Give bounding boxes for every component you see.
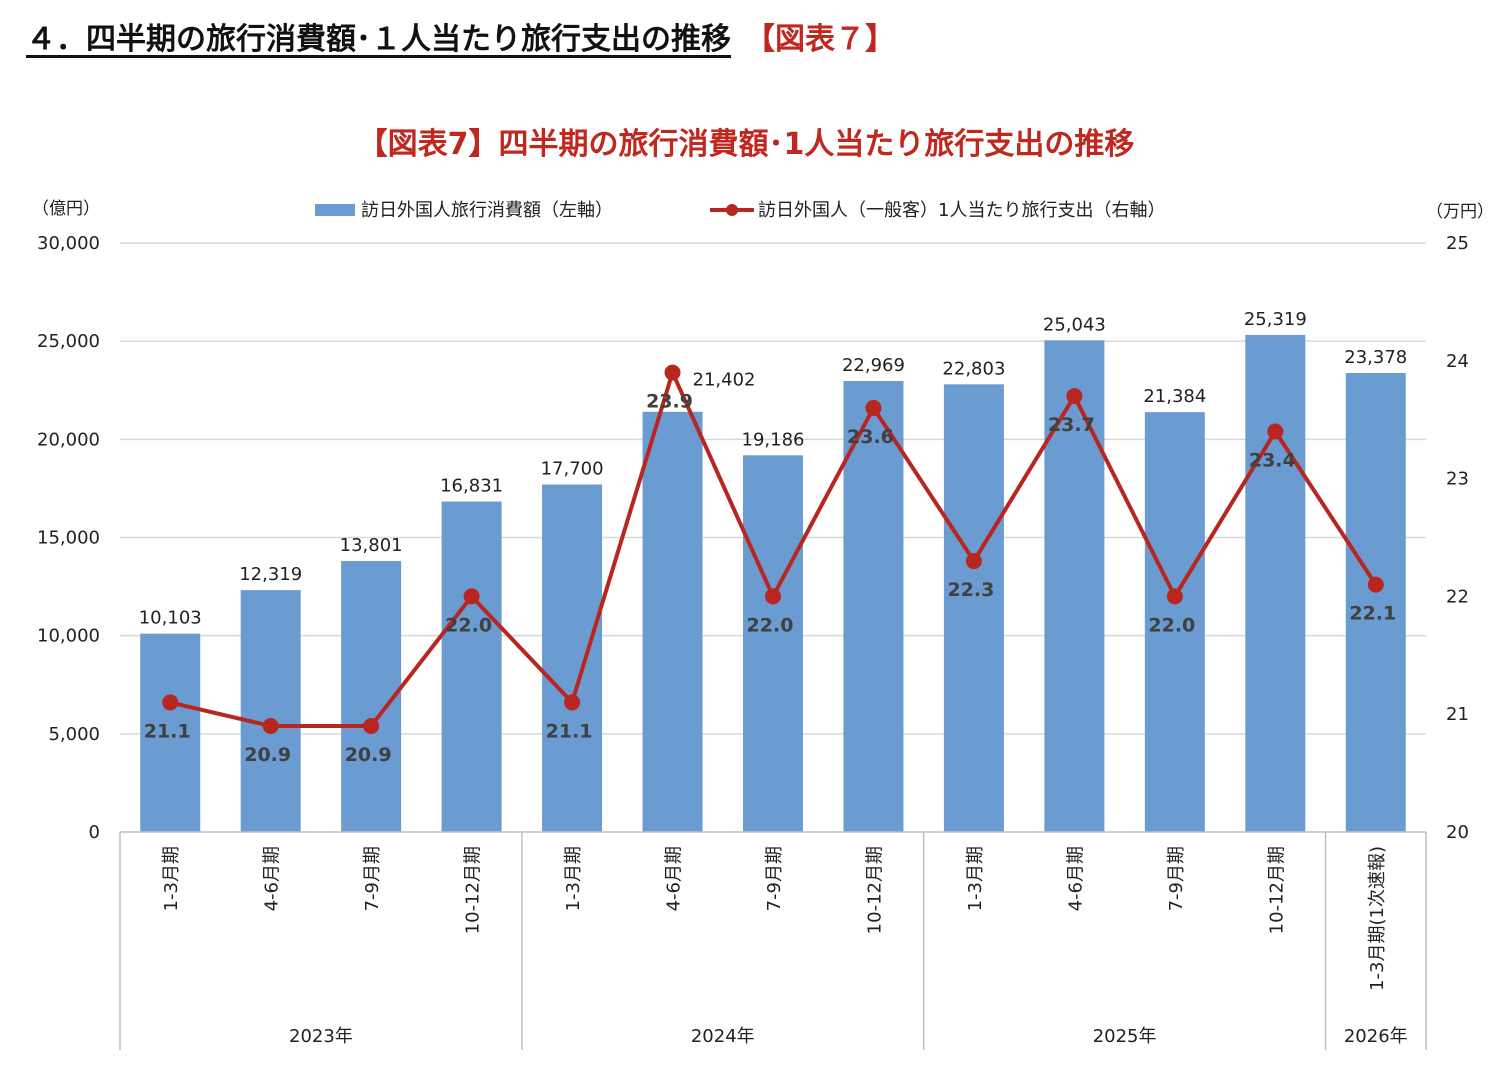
line-marker <box>765 588 781 605</box>
line-marker <box>1166 588 1183 605</box>
category-label: 10-12月期 <box>864 846 885 934</box>
category-label: 1-3月期 <box>563 846 584 911</box>
bar-value-label: 17,700 <box>541 458 604 479</box>
bar <box>542 484 603 832</box>
left-tick-label: 30,000 <box>37 233 100 254</box>
line-marker <box>463 588 480 605</box>
line-value-label: 22.3 <box>947 579 994 601</box>
legend-line-label: 訪日外国人（一般客）1人当たり旅行支出（右軸） <box>758 200 1165 221</box>
right-tick-label: 22 <box>1446 586 1469 607</box>
page-heading: ４．四半期の旅行消費額･１人当たり旅行支出の推移 【図表７】 <box>26 14 895 58</box>
category-label: 1-3月期 <box>161 846 182 911</box>
line-value-label: 23.7 <box>1048 414 1095 436</box>
right-axis-unit: （万円） <box>1426 202 1494 222</box>
bar-value-label: 22,969 <box>842 355 905 376</box>
line-value-label: 21.1 <box>144 720 191 742</box>
legend: 訪日外国人旅行消費額（左軸） 訪日外国人（一般客）1人当たり旅行支出（右軸） <box>315 200 1165 221</box>
year-group-label: 2025年 <box>1093 1026 1157 1047</box>
bar-value-label: 23,378 <box>1344 347 1407 368</box>
left-tick-label: 10,000 <box>37 626 100 647</box>
line-value-label: 21.1 <box>546 720 593 742</box>
bar-value-label: 25,043 <box>1043 314 1106 335</box>
bar <box>743 455 803 832</box>
category-label: 10-12月期 <box>1266 846 1287 934</box>
line-marker <box>1066 388 1083 405</box>
bar <box>1245 334 1306 832</box>
year-group-label: 2023年 <box>289 1026 353 1047</box>
bar-value-label: 25,319 <box>1244 309 1307 330</box>
line-marker <box>664 364 681 381</box>
bar <box>1144 412 1205 832</box>
year-group-label: 2024年 <box>691 1026 755 1047</box>
category-label: 4-6月期 <box>664 846 685 911</box>
bar-value-label: 21,384 <box>1143 386 1206 407</box>
legend-line-marker <box>726 204 738 216</box>
bar-value-label: 10,103 <box>139 608 202 629</box>
bar <box>140 633 201 832</box>
line-value-label: 23.9 <box>646 391 693 413</box>
line-value-label: 22.1 <box>1349 603 1396 625</box>
line-value-label: 20.9 <box>345 744 392 766</box>
left-tick-label: 0 <box>89 822 100 843</box>
right-tick-label: 20 <box>1446 822 1469 843</box>
bar-value-label: 13,801 <box>340 535 403 556</box>
category-label: 7-9月期 <box>764 846 785 911</box>
line-value-label: 23.6 <box>847 426 894 448</box>
chart-title: 【図表7】四半期の旅行消費額･1人当たり旅行支出の推移 <box>358 127 1135 162</box>
line-marker <box>162 694 179 711</box>
bar <box>1044 340 1105 832</box>
category-label: 7-9月期 <box>362 846 383 911</box>
bar-value-label: 19,186 <box>742 429 805 450</box>
bar <box>1345 373 1406 832</box>
bar-value-label: 12,319 <box>239 564 302 585</box>
bar-value-label: 21,402 <box>693 370 756 391</box>
legend-bar-label: 訪日外国人旅行消費額（左軸） <box>361 200 613 221</box>
category-label: 1-3月期 <box>965 846 986 911</box>
right-tick-label: 23 <box>1446 469 1469 490</box>
left-tick-label: 20,000 <box>37 429 100 450</box>
right-tick-label: 25 <box>1446 233 1469 254</box>
line-value-label: 22.0 <box>1148 614 1195 636</box>
left-tick-label: 25,000 <box>37 331 100 352</box>
left-axis-unit: （億円） <box>32 199 100 219</box>
line-marker <box>1267 423 1284 440</box>
bar <box>240 590 301 832</box>
line-marker <box>1367 576 1384 593</box>
bar <box>341 561 402 832</box>
left-tick-label: 5,000 <box>48 724 100 745</box>
line-marker <box>564 694 581 711</box>
heading-main: ４．四半期の旅行消費額･１人当たり旅行支出の推移 <box>26 22 731 57</box>
line-marker <box>262 717 279 734</box>
left-tick-label: 15,000 <box>37 528 100 549</box>
category-label: 1-3月期(1次速報) <box>1367 846 1388 991</box>
line-marker <box>363 717 380 734</box>
category-label: 4-6月期 <box>262 846 283 911</box>
line-value-label: 20.9 <box>244 744 291 766</box>
right-tick-label: 21 <box>1446 704 1469 725</box>
year-group-label: 2026年 <box>1344 1026 1408 1047</box>
bar <box>943 384 1004 832</box>
bar <box>843 381 904 832</box>
category-label: 7-9月期 <box>1166 846 1187 911</box>
line-value-label: 23.4 <box>1249 449 1296 471</box>
bar <box>642 411 703 832</box>
bar-value-label: 22,803 <box>942 358 1005 379</box>
bar-value-label: 16,831 <box>440 476 503 497</box>
heading-tag: 【図表７】 <box>745 22 895 57</box>
line-marker <box>865 399 882 416</box>
line-marker <box>965 553 982 570</box>
line-value-label: 22.0 <box>747 614 794 636</box>
right-tick-label: 24 <box>1446 351 1469 372</box>
bar <box>441 501 502 832</box>
category-label: 4-6月期 <box>1065 846 1086 911</box>
category-label: 10-12月期 <box>463 846 484 934</box>
legend-bar-swatch <box>315 204 355 216</box>
line-value-label: 22.0 <box>445 614 492 636</box>
